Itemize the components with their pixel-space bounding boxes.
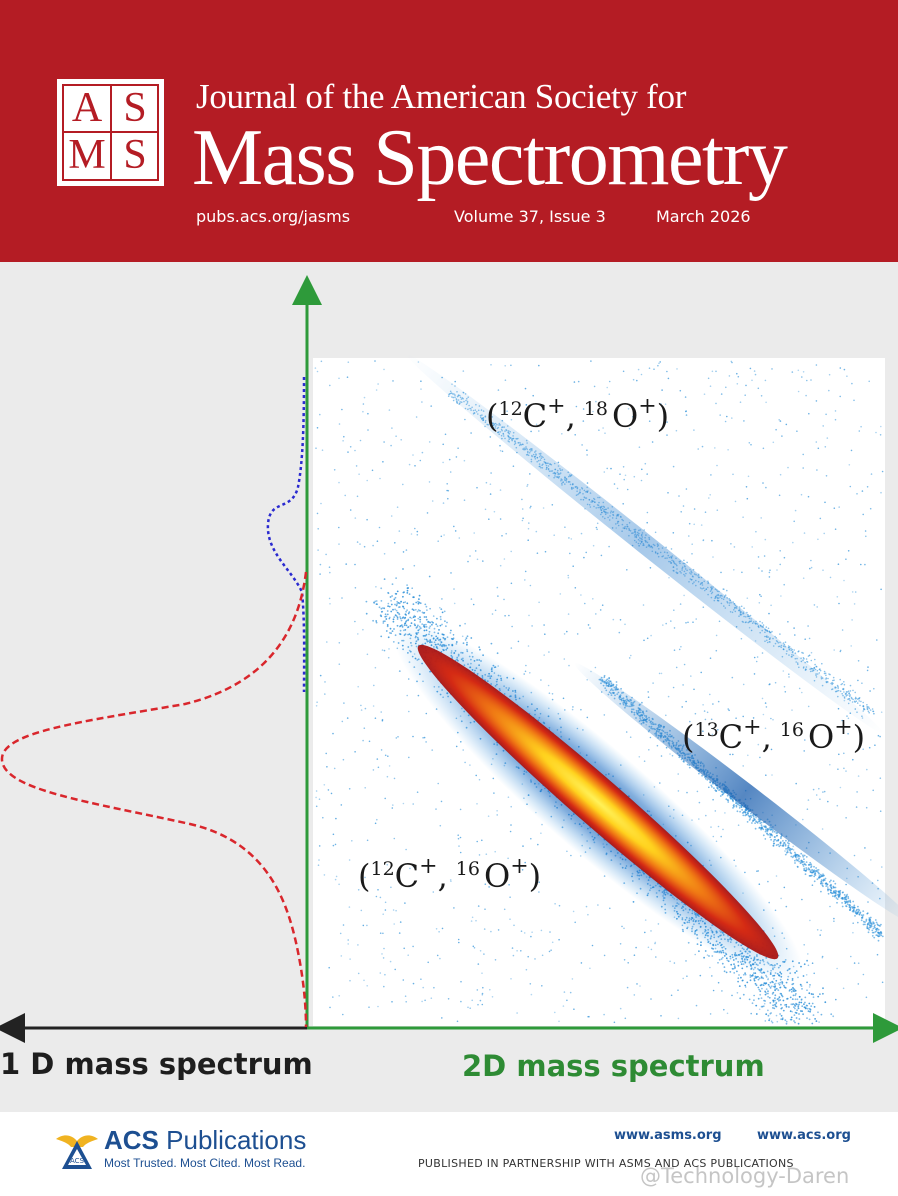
volume-issue: Volume 37, Issue 3 <box>454 207 606 226</box>
acs-publications-wordmark: ACS Publications <box>104 1125 307 1155</box>
acs-eagle-icon: ACS <box>56 1135 98 1169</box>
cover-header: A S M S Journal of the American Society … <box>0 0 898 262</box>
watermark-text: @Technology-Daren <box>640 1164 850 1188</box>
curve-1d-blue <box>266 376 306 693</box>
partnership-statement: PUBLISHED IN PARTNERSHIP WITH ASMS AND A… <box>418 1157 794 1170</box>
logo-letter-s: S <box>123 85 147 131</box>
logo-letter-a: A <box>71 85 103 131</box>
journal-title: Mass Spectrometry <box>192 114 788 202</box>
asms-logo: A S M S <box>57 79 164 186</box>
cover-figure: (12C+, 18 O+) (13C+, 16 O+) (12C+, 16 O+) 1 D … <box>0 262 898 1112</box>
band-c13-o16 <box>574 662 898 926</box>
main-peak-core <box>417 644 779 960</box>
plot-2d-panel <box>313 358 885 1026</box>
label-c12-o18: (12C+, 18 O+) <box>486 394 669 435</box>
mass-spectrum-figure: (12C+, 18 O+) (13C+, 16 O+) (12C+, 16 O+) <box>0 275 898 1043</box>
band-c12-o18 <box>406 353 884 735</box>
caption-2d-spectrum: 2D mass spectrum <box>462 1049 765 1083</box>
label-c12-o16: (12C+, 16 O+) <box>358 854 541 895</box>
journal-subtitle: Journal of the American Society for <box>196 77 687 116</box>
acs-url-link[interactable]: www.acs.org <box>757 1128 851 1143</box>
journal-url[interactable]: pubs.acs.org/jasms <box>196 207 351 226</box>
caption-1d-spectrum: 1 D mass spectrum <box>0 1047 313 1081</box>
issue-date: March 2026 <box>656 207 751 226</box>
cover-footer: ACS ACS Publications Most Trusted. Most … <box>0 1112 898 1196</box>
label-c13-o16: (13C+, 16 O+) <box>682 715 865 756</box>
logo-letter-s2: S <box>123 132 147 178</box>
asms-url-link[interactable]: www.asms.org <box>614 1128 722 1143</box>
curve-1d-red <box>0 571 308 1028</box>
logo-letter-m: M <box>68 132 106 178</box>
acs-tagline: Most Trusted. Most Cited. Most Read. <box>104 1156 306 1170</box>
